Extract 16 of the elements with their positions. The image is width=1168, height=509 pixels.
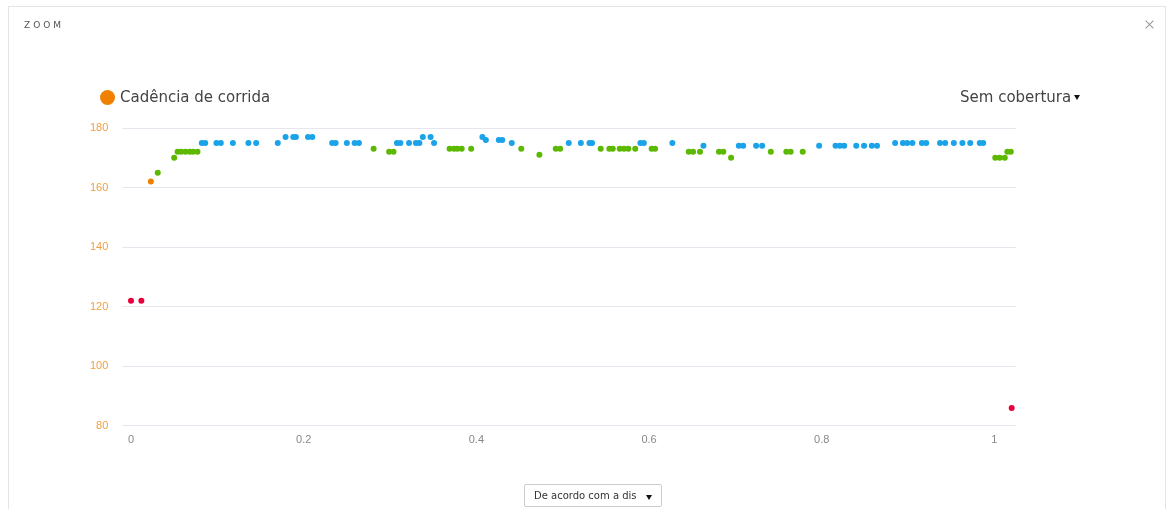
y-tick-label: 180 bbox=[89, 121, 109, 134]
x-tick-label: 0.4 bbox=[468, 433, 485, 446]
text: Sem cobertura bbox=[960, 88, 1072, 106]
text: ZOOM bbox=[24, 20, 65, 30]
x-tick-label: 0 bbox=[127, 433, 135, 446]
x-tick-label: 1 bbox=[991, 433, 998, 446]
x-tick-label: 0.6 bbox=[641, 433, 657, 446]
legend-label: Cadência de corrida bbox=[120, 88, 271, 106]
y-tick-label: 120 bbox=[89, 299, 109, 312]
y-tick-label: 80 bbox=[96, 418, 109, 431]
y-tick-label: 100 bbox=[89, 359, 109, 372]
y-tick-label: 140 bbox=[89, 240, 109, 253]
x-tick-label: 0.2 bbox=[296, 433, 312, 446]
x-tick-label: 0.8 bbox=[814, 433, 830, 446]
text: De acordo com a dis bbox=[534, 490, 637, 501]
y-tick-label: 160 bbox=[89, 180, 109, 193]
